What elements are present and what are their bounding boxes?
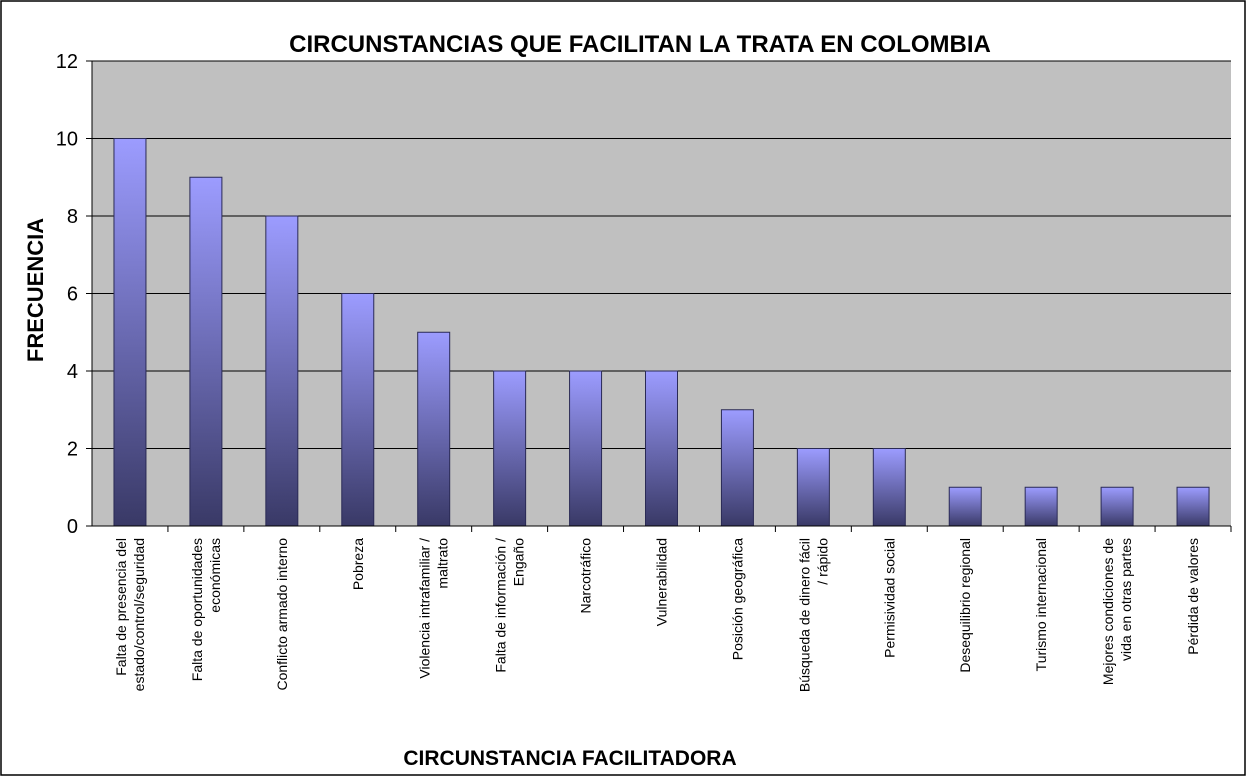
bar bbox=[189, 176, 223, 527]
y-tick-label: 0 bbox=[67, 516, 78, 538]
y-tick-label: 4 bbox=[67, 361, 78, 383]
bar bbox=[341, 293, 375, 527]
x-tick-label: Falta de oportunidades económicas bbox=[189, 538, 223, 681]
x-tick-label: Violencia intrafamiliar / maltrato bbox=[417, 538, 451, 679]
bar bbox=[645, 370, 678, 527]
x-tick-label: Posición geográfica bbox=[729, 538, 745, 660]
x-tick-label: Narcotráfico bbox=[578, 538, 594, 614]
bar bbox=[1176, 486, 1210, 527]
x-tick-label: Falta de presencia del estado/control/seg… bbox=[113, 538, 147, 691]
y-tick-label: 10 bbox=[56, 129, 78, 151]
bar bbox=[569, 370, 603, 527]
bar bbox=[948, 486, 982, 527]
bar bbox=[1100, 486, 1134, 527]
bar bbox=[796, 448, 830, 527]
x-axis-title: CIRCUNSTANCIA FACILITADORA bbox=[403, 747, 736, 770]
bar bbox=[1024, 486, 1058, 527]
y-axis-title: FRECUENCIA bbox=[23, 218, 48, 362]
x-tick-label: Conflicto armado interno bbox=[274, 538, 290, 691]
x-tick-label: Permisividad social bbox=[881, 538, 897, 658]
chart-title: CIRCUNSTANCIAS QUE FACILITAN LA TRATA EN… bbox=[289, 31, 991, 58]
bar bbox=[265, 215, 299, 527]
bar bbox=[872, 448, 906, 527]
x-tick-label: Mejores condiciones de vida en otras part… bbox=[1100, 538, 1134, 685]
bar bbox=[113, 138, 147, 527]
x-tick-label: Desequilibrio regional bbox=[957, 538, 973, 673]
bar bbox=[417, 331, 451, 527]
x-tick-label: Turismo internacional bbox=[1033, 538, 1049, 671]
x-tick-label: Falta de información / Engaño bbox=[493, 538, 527, 673]
x-tick-label: Vulnerabilidad bbox=[654, 538, 670, 626]
y-tick-label: 6 bbox=[67, 284, 78, 306]
x-tick-label: Pérdida de valores bbox=[1185, 538, 1201, 655]
bar bbox=[493, 370, 527, 527]
bar bbox=[720, 409, 754, 527]
x-tick-label: Pobreza bbox=[350, 538, 366, 590]
y-tick-label: 8 bbox=[67, 206, 78, 228]
y-tick-label: 2 bbox=[67, 439, 78, 461]
y-tick-label: 12 bbox=[56, 51, 78, 73]
x-tick-label: Búsqueda de dinero fácil / rápido bbox=[796, 538, 830, 692]
